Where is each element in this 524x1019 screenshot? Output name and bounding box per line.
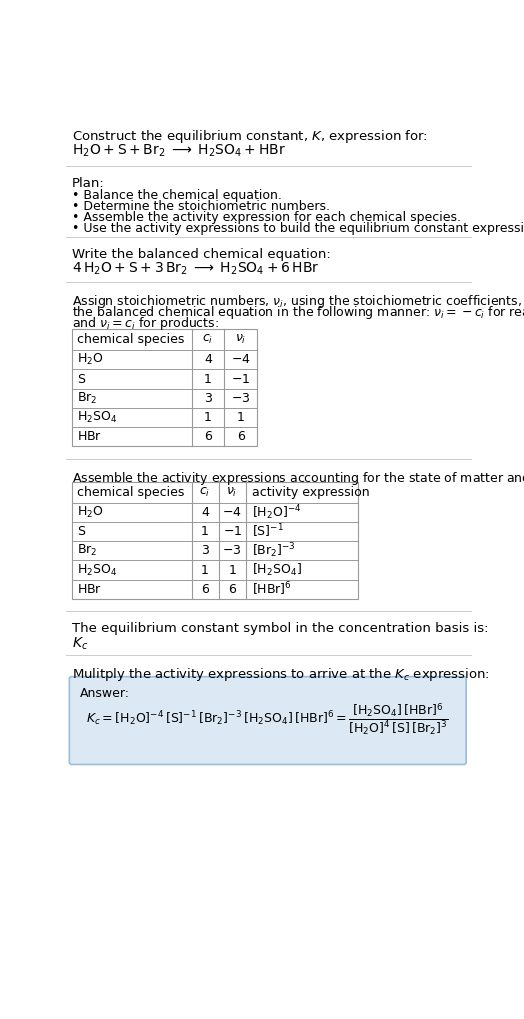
Text: 3: 3 [204, 392, 212, 405]
FancyBboxPatch shape [69, 677, 466, 764]
Text: Write the balanced chemical equation:: Write the balanced chemical equation: [72, 248, 331, 261]
Text: 6: 6 [204, 430, 212, 443]
Text: • Balance the chemical equation.: • Balance the chemical equation. [72, 190, 281, 202]
Text: $-1$: $-1$ [223, 525, 242, 538]
Text: Answer:: Answer: [80, 687, 129, 700]
Bar [72, 482, 358, 599]
Text: 1: 1 [204, 373, 212, 385]
Text: $\mathrm{S}$: $\mathrm{S}$ [77, 525, 86, 538]
Text: chemical species: chemical species [77, 333, 184, 346]
Text: $[\mathrm{Br_2}]^{-3}$: $[\mathrm{Br_2}]^{-3}$ [252, 541, 296, 560]
Text: $\mathrm{HBr}$: $\mathrm{HBr}$ [77, 430, 102, 443]
Text: $\nu_i$: $\nu_i$ [226, 486, 238, 499]
Text: 6: 6 [201, 583, 209, 596]
Text: 1: 1 [201, 525, 209, 538]
Text: $K_c$: $K_c$ [72, 635, 88, 651]
Text: $\nu_i$: $\nu_i$ [235, 333, 246, 346]
Text: 6: 6 [228, 583, 236, 596]
Text: $\mathrm{4\,H_2O + S + 3\,Br_2 \;\longrightarrow\; H_2SO_4 + 6\,HBr}$: $\mathrm{4\,H_2O + S + 3\,Br_2 \;\longri… [72, 261, 319, 277]
Text: $-4$: $-4$ [222, 505, 242, 519]
Text: Construct the equilibrium constant, $K$, expression for:: Construct the equilibrium constant, $K$,… [72, 128, 428, 146]
Text: 6: 6 [237, 430, 245, 443]
Bar [72, 329, 257, 446]
Text: 4: 4 [204, 354, 212, 366]
Text: $\mathrm{H_2SO_4}$: $\mathrm{H_2SO_4}$ [77, 562, 117, 578]
Text: $-3$: $-3$ [222, 544, 242, 557]
Text: and $\nu_i = c_i$ for products:: and $\nu_i = c_i$ for products: [72, 315, 219, 332]
Text: the balanced chemical equation in the following manner: $\nu_i = -c_i$ for react: the balanced chemical equation in the fo… [72, 304, 524, 321]
Text: $c_i$: $c_i$ [202, 333, 214, 346]
Text: 1: 1 [204, 411, 212, 424]
Text: $\mathrm{H_2SO_4}$: $\mathrm{H_2SO_4}$ [77, 410, 117, 425]
Text: $[\mathrm{HBr}]^6$: $[\mathrm{HBr}]^6$ [252, 581, 291, 598]
Text: • Determine the stoichiometric numbers.: • Determine the stoichiometric numbers. [72, 200, 330, 213]
Text: 4: 4 [201, 505, 209, 519]
Text: $-4$: $-4$ [231, 354, 250, 366]
Text: $-1$: $-1$ [231, 373, 250, 385]
Text: $\mathrm{Br_2}$: $\mathrm{Br_2}$ [77, 390, 97, 406]
Text: The equilibrium constant symbol in the concentration basis is:: The equilibrium constant symbol in the c… [72, 622, 488, 635]
Text: Assign stoichiometric numbers, $\nu_i$, using the stoichiometric coefficients, $: Assign stoichiometric numbers, $\nu_i$, … [72, 293, 524, 310]
Text: 3: 3 [201, 544, 209, 557]
Text: $[\mathrm{H_2O}]^{-4}$: $[\mathrm{H_2O}]^{-4}$ [252, 503, 301, 522]
Text: $c_i$: $c_i$ [199, 486, 211, 499]
Text: • Assemble the activity expression for each chemical species.: • Assemble the activity expression for e… [72, 211, 461, 224]
Text: $\mathrm{Br_2}$: $\mathrm{Br_2}$ [77, 543, 97, 558]
Text: 1: 1 [228, 564, 236, 577]
Text: Plan:: Plan: [72, 177, 104, 190]
Text: $\mathrm{H_2O + S + Br_2 \;\longrightarrow\; H_2SO_4 + HBr}$: $\mathrm{H_2O + S + Br_2 \;\longrightarr… [72, 143, 286, 159]
Text: $\mathrm{H_2O}$: $\mathrm{H_2O}$ [77, 504, 104, 520]
Text: $\mathrm{S}$: $\mathrm{S}$ [77, 373, 86, 385]
Text: Assemble the activity expressions accounting for the state of matter and $\nu_i$: Assemble the activity expressions accoun… [72, 470, 524, 486]
Text: $\mathrm{H_2O}$: $\mathrm{H_2O}$ [77, 353, 104, 368]
Text: 1: 1 [201, 564, 209, 577]
Text: Mulitply the activity expressions to arrive at the $K_c$ expression:: Mulitply the activity expressions to arr… [72, 665, 489, 683]
Text: $[\mathrm{S}]^{-1}$: $[\mathrm{S}]^{-1}$ [252, 523, 283, 540]
Text: $K_c = [\mathrm{H_2O}]^{-4}\,[\mathrm{S}]^{-1}\,[\mathrm{Br_2}]^{-3}\,[\mathrm{H: $K_c = [\mathrm{H_2O}]^{-4}\,[\mathrm{S}… [85, 701, 449, 737]
Text: $\mathrm{HBr}$: $\mathrm{HBr}$ [77, 583, 102, 596]
Text: activity expression: activity expression [252, 486, 369, 498]
Text: • Use the activity expressions to build the equilibrium constant expression.: • Use the activity expressions to build … [72, 221, 524, 234]
Text: 1: 1 [237, 411, 245, 424]
Text: $[\mathrm{H_2SO_4}]$: $[\mathrm{H_2SO_4}]$ [252, 562, 301, 578]
Text: chemical species: chemical species [77, 486, 184, 498]
Text: $-3$: $-3$ [231, 392, 250, 405]
